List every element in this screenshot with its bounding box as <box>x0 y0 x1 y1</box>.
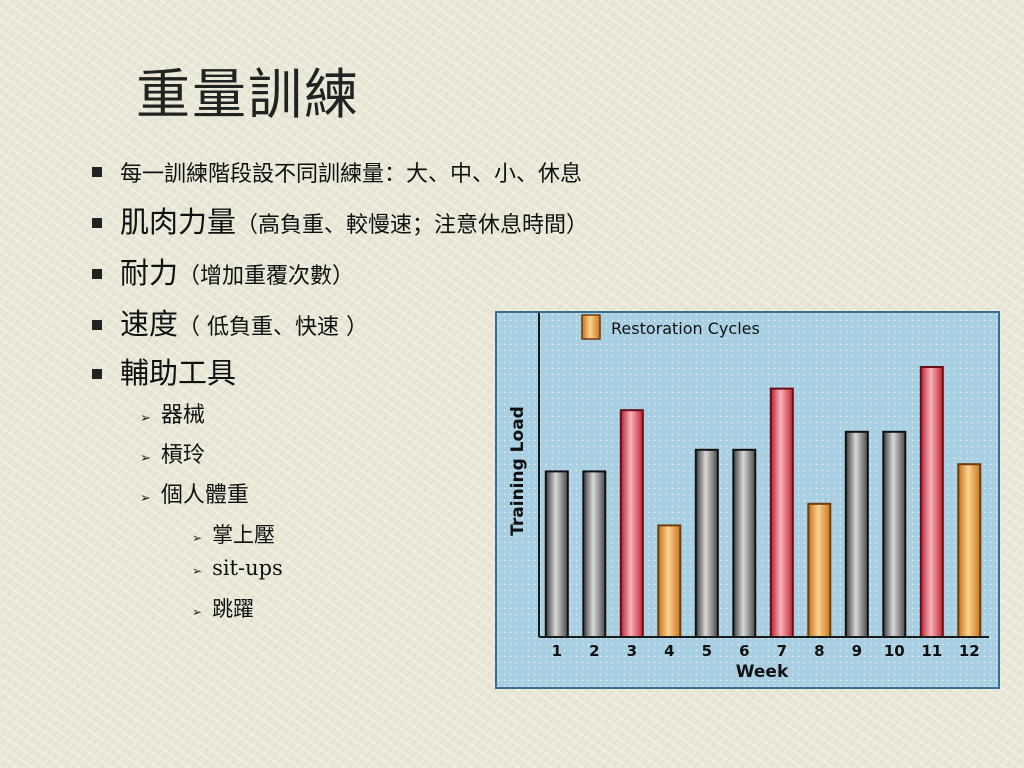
bullet-text: 速度 <box>120 307 179 341</box>
bar-week-4 <box>657 524 682 638</box>
x-tick-label: 5 <box>702 642 712 660</box>
slide-title: 重量訓練 <box>136 63 360 126</box>
bullet-aids: 輔助工具 <box>92 350 236 392</box>
bar-week-10 <box>882 430 907 638</box>
bullet-text: 每一訓練階段設不同訓練量：大、中、小、休息 <box>120 162 583 187</box>
sub-bullet-text: 器械 <box>160 403 205 428</box>
bullet-speed: 速度 （ 低負重、快速 ） <box>92 301 368 343</box>
bullet-training-phases: 每一訓練階段設不同訓練量：大、中、小、休息 <box>92 156 582 188</box>
chart-svg: 1 2 3 4 5 6 7 8 9 10 11 12 Restoration Cycles Week … <box>497 313 998 687</box>
x-tick-label: 12 <box>959 642 980 660</box>
square-bullet-icon <box>92 369 102 379</box>
sub-bullet-equipment: ➢ 器械 <box>140 397 205 429</box>
x-tick-label: 2 <box>589 642 599 660</box>
bullet-subtext: （高負重、較慢速；注意休息時間） <box>236 213 589 238</box>
square-bullet-icon <box>92 269 102 279</box>
legend-swatch <box>581 314 601 340</box>
square-bullet-icon <box>92 167 102 177</box>
bar-week-1 <box>544 470 569 638</box>
sub-bullet-bodyweight: ➢ 個人體重 <box>140 477 249 509</box>
x-tick-label: 7 <box>777 642 787 660</box>
bar-week-6 <box>732 448 757 638</box>
bar-week-8 <box>807 502 832 638</box>
bar-week-5 <box>694 448 719 638</box>
bar-week-2 <box>582 470 607 638</box>
sub-sub-bullet-pushups: ➢ 掌上壓 <box>192 519 275 549</box>
sub-sub-bullet-text: sit-ups <box>212 556 283 580</box>
y-axis-label: Training Load <box>508 406 528 536</box>
bar-week-7 <box>769 387 794 638</box>
sub-bullet-text: 個人體重 <box>160 483 249 508</box>
arrow-bullet-icon: ➢ <box>140 491 151 506</box>
arrow-bullet-icon: ➢ <box>140 411 151 426</box>
x-tick-label: 10 <box>884 642 905 660</box>
bullet-subtext: （ 低負重、快速 ） <box>178 315 369 340</box>
legend-label: Restoration Cycles <box>611 319 760 338</box>
x-tick-label: 11 <box>921 642 942 660</box>
arrow-bullet-icon: ➢ <box>192 564 203 578</box>
sub-sub-bullet-situps: ➢ sit-ups <box>192 556 283 580</box>
bar-week-11 <box>919 366 944 638</box>
square-bullet-icon <box>92 320 102 330</box>
bar-week-3 <box>619 409 644 638</box>
x-tick-label: 6 <box>739 642 749 660</box>
bullet-text: 耐力 <box>120 256 179 290</box>
sub-sub-bullet-text: 掌上壓 <box>212 523 276 547</box>
x-tick-label: 4 <box>664 642 674 660</box>
sub-sub-bullet-text: 跳躍 <box>212 597 255 621</box>
x-tick-label: 9 <box>852 642 862 660</box>
bar-week-12 <box>957 463 982 638</box>
arrow-bullet-icon: ➢ <box>140 451 151 466</box>
arrow-bullet-icon: ➢ <box>192 531 203 545</box>
bullet-muscle-strength: 肌肉力量 （高負重、較慢速；注意休息時間） <box>92 199 588 241</box>
bullet-subtext: （增加重覆次數） <box>178 264 355 289</box>
sub-bullet-text: 槓玲 <box>160 443 205 468</box>
bar-week-9 <box>844 430 869 638</box>
x-tick-label: 8 <box>814 642 824 660</box>
square-bullet-icon <box>92 218 102 228</box>
training-load-chart: 1 2 3 4 5 6 7 8 9 10 11 12 Restoration Cycles Week … <box>495 311 1000 689</box>
bullet-endurance: 耐力 （增加重覆次數） <box>92 250 354 292</box>
x-tick-label: 3 <box>627 642 637 660</box>
sub-sub-bullet-jumping: ➢ 跳躍 <box>192 593 254 623</box>
arrow-bullet-icon: ➢ <box>192 605 203 619</box>
sub-bullet-dumbbell: ➢ 槓玲 <box>140 437 205 469</box>
x-tick-label: 1 <box>552 642 562 660</box>
x-axis-label: Week <box>736 662 789 682</box>
bullet-text: 輔助工具 <box>120 356 237 390</box>
bullet-text: 肌肉力量 <box>120 205 237 239</box>
